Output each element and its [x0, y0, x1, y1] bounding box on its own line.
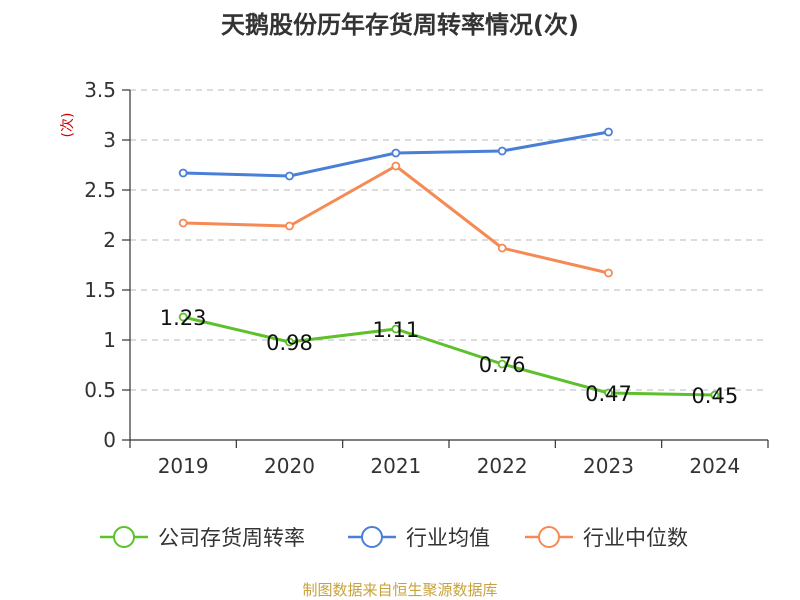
data-point: [285, 221, 294, 231]
data-label: 0.76: [479, 353, 526, 377]
y-tick-label: 3.5: [84, 78, 116, 102]
y-tick-label: 1.5: [84, 278, 116, 302]
x-tick-label: 2024: [689, 454, 740, 478]
x-tick-label: 2022: [477, 454, 528, 478]
data-point: [285, 337, 294, 347]
legend-item[interactable]: 行业均值: [348, 526, 490, 550]
data-point: [604, 388, 613, 398]
legend-marker: [361, 526, 383, 548]
series-lines: [178, 127, 720, 400]
source-note: 制图数据来自恒生聚源数据库: [302, 581, 497, 599]
legend-label: 公司存货周转率: [158, 526, 305, 550]
x-tick-label: 2019: [158, 454, 209, 478]
series-line: [181, 164, 610, 275]
data-label: 1.23: [160, 306, 207, 330]
series-line: [181, 315, 717, 397]
data-label: 0.98: [266, 331, 313, 355]
data-point: [604, 127, 613, 137]
data-label: 0.45: [691, 384, 738, 408]
y-tick-label: 1: [103, 328, 116, 352]
legend-item[interactable]: 公司存货周转率: [100, 526, 305, 550]
y-tick-label: 0: [103, 428, 116, 452]
y-tick-label: 0.5: [84, 378, 116, 402]
y-tick-label: 2: [103, 228, 116, 252]
data-label: 0.47: [585, 382, 632, 406]
x-tick-label: 2023: [583, 454, 634, 478]
data-point: [391, 148, 401, 158]
data-point: [391, 161, 401, 171]
x-tick-label: 2020: [264, 454, 315, 478]
data-point: [497, 359, 507, 369]
legend-label: 行业均值: [406, 526, 490, 550]
data-point: [391, 324, 401, 334]
y-tick-label: 2.5: [84, 178, 116, 202]
legend-marker: [113, 526, 135, 548]
grid: [130, 89, 768, 391]
legend[interactable]: 公司存货周转率 行业均值 行业中位数: [100, 526, 688, 550]
data-point: [604, 268, 613, 278]
chart-title: 天鹅股份历年存货周转率情况(次): [221, 11, 579, 39]
legend-marker: [538, 526, 560, 548]
data-point: [285, 171, 294, 181]
legend-item[interactable]: 行业中位数: [525, 526, 688, 550]
data-point: [710, 390, 720, 400]
data-point: [178, 312, 188, 322]
y-tick-label: 3: [103, 128, 116, 152]
data-labels: 1.23 0.98 1.11 0.76 0.47 0.45: [160, 306, 738, 408]
data-point: [178, 168, 188, 178]
data-point: [497, 243, 507, 253]
data-point: [497, 146, 507, 156]
data-point: [178, 218, 188, 228]
x-tick-label: 2021: [370, 454, 421, 478]
legend-label: 行业中位数: [583, 526, 688, 550]
y-axis-unit: (次): [60, 113, 76, 138]
axes: 0 0.5 1 1.5 2 2.5 3 3.5 2019 2020 2021 2022 2023 2024: [84, 78, 769, 478]
data-label: 1.11: [372, 318, 419, 342]
